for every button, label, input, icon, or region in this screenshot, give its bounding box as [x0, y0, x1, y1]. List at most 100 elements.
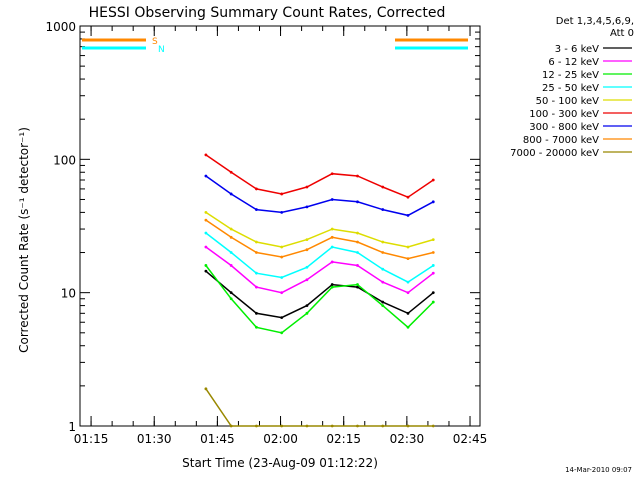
data-point — [406, 325, 410, 329]
data-point — [305, 424, 309, 428]
series-line — [205, 265, 434, 334]
data-point — [255, 424, 258, 428]
data-point — [431, 251, 435, 254]
data-point — [280, 210, 284, 214]
data-point — [204, 174, 208, 178]
data-point — [356, 174, 359, 178]
data-point — [431, 300, 435, 304]
data-point — [406, 257, 410, 261]
data-point — [305, 265, 309, 269]
x-axis-label: Start Time (23-Aug-09 01:12:22) — [182, 456, 378, 470]
data-point — [330, 285, 334, 289]
chart-title: HESSI Observing Summary Count Rates, Cor… — [89, 5, 446, 21]
data-point — [229, 251, 233, 254]
data-point — [280, 255, 284, 259]
data-point — [305, 304, 309, 307]
series-line — [205, 211, 434, 248]
series-line — [205, 232, 434, 283]
data-point — [406, 195, 410, 199]
flag-label: S — [152, 37, 158, 47]
legend-label: 25 - 50 keV — [542, 83, 599, 94]
data-point — [406, 311, 410, 315]
data-point — [356, 285, 359, 289]
data-point — [305, 248, 309, 252]
footer-timestamp: 14-Mar-2010 09:07 — [565, 466, 632, 474]
data-point — [280, 331, 284, 335]
data-point — [305, 278, 309, 282]
data-point — [406, 213, 410, 217]
data-point — [204, 210, 208, 214]
data-point — [305, 238, 309, 242]
data-point — [381, 304, 385, 307]
legend-label: 12 - 25 keV — [542, 70, 599, 81]
data-point — [229, 424, 233, 428]
data-point — [431, 200, 435, 204]
data-point — [381, 208, 385, 211]
data-point — [204, 153, 208, 157]
data-point — [255, 285, 258, 289]
data-point — [356, 264, 359, 267]
legend-header-2: Att 0 — [610, 28, 634, 39]
data-point — [330, 260, 334, 264]
data-point — [381, 240, 385, 244]
data-point — [280, 245, 284, 249]
data-point — [381, 267, 385, 271]
data-point — [330, 283, 334, 286]
data-point — [204, 264, 208, 267]
data-point — [280, 316, 284, 320]
data-point — [406, 245, 410, 249]
data-point — [330, 227, 334, 231]
data-point — [330, 235, 334, 239]
data-point — [381, 280, 385, 284]
legend: Det 1,3,4,5,6,9, Att 0 3 - 6 keV 6 - 12 k… — [510, 16, 634, 159]
data-point — [204, 218, 208, 222]
data-point — [229, 291, 233, 295]
data-point — [255, 240, 258, 244]
data-point — [280, 276, 284, 279]
legend-label: 7000 - 20000 keV — [510, 148, 599, 159]
legend-label: 50 - 100 keV — [536, 96, 600, 107]
x-tick-label: 01:45 — [200, 432, 235, 446]
data-point — [255, 187, 258, 191]
x-tick-label: 01:15 — [74, 432, 109, 446]
legend-label: 3 - 6 keV — [555, 44, 599, 55]
data-point — [431, 424, 435, 428]
data-point — [229, 170, 233, 174]
data-point — [356, 424, 359, 428]
series-group: SN — [82, 37, 468, 428]
data-point — [431, 271, 435, 275]
series-line — [205, 270, 434, 319]
data-point — [255, 208, 258, 211]
y-axis-label: Corrected Count Rate (s⁻¹ detector⁻¹) — [17, 127, 31, 353]
y-axis: 1 10 100 1000 — [45, 20, 480, 434]
data-point — [229, 227, 233, 231]
x-tick-label: 02:00 — [263, 432, 298, 446]
x-tick-label: 02:15 — [326, 432, 361, 446]
data-point — [330, 245, 334, 249]
data-point — [431, 291, 435, 295]
data-point — [255, 271, 258, 275]
legend-label: 100 - 300 keV — [529, 109, 599, 120]
plot-frame — [79, 25, 481, 427]
data-point — [330, 172, 334, 176]
legend-label: 300 - 800 keV — [529, 122, 599, 133]
series-line — [205, 246, 434, 294]
data-point — [255, 325, 258, 329]
series-line — [205, 219, 434, 260]
legend-label: 6 - 12 keV — [548, 57, 599, 68]
flag-label: N — [158, 45, 165, 55]
data-point — [381, 251, 385, 254]
data-point — [255, 251, 258, 254]
data-point — [431, 178, 435, 182]
legend-header-1: Det 1,3,4,5,6,9, — [556, 16, 634, 27]
data-point — [406, 424, 410, 428]
data-point — [431, 264, 435, 267]
data-point — [229, 264, 233, 267]
data-point — [381, 424, 385, 428]
y-tick-label: 10 — [61, 287, 76, 301]
data-point — [229, 192, 233, 196]
y-tick-label: 100 — [53, 153, 76, 167]
data-point — [330, 424, 334, 428]
data-point — [229, 297, 233, 301]
